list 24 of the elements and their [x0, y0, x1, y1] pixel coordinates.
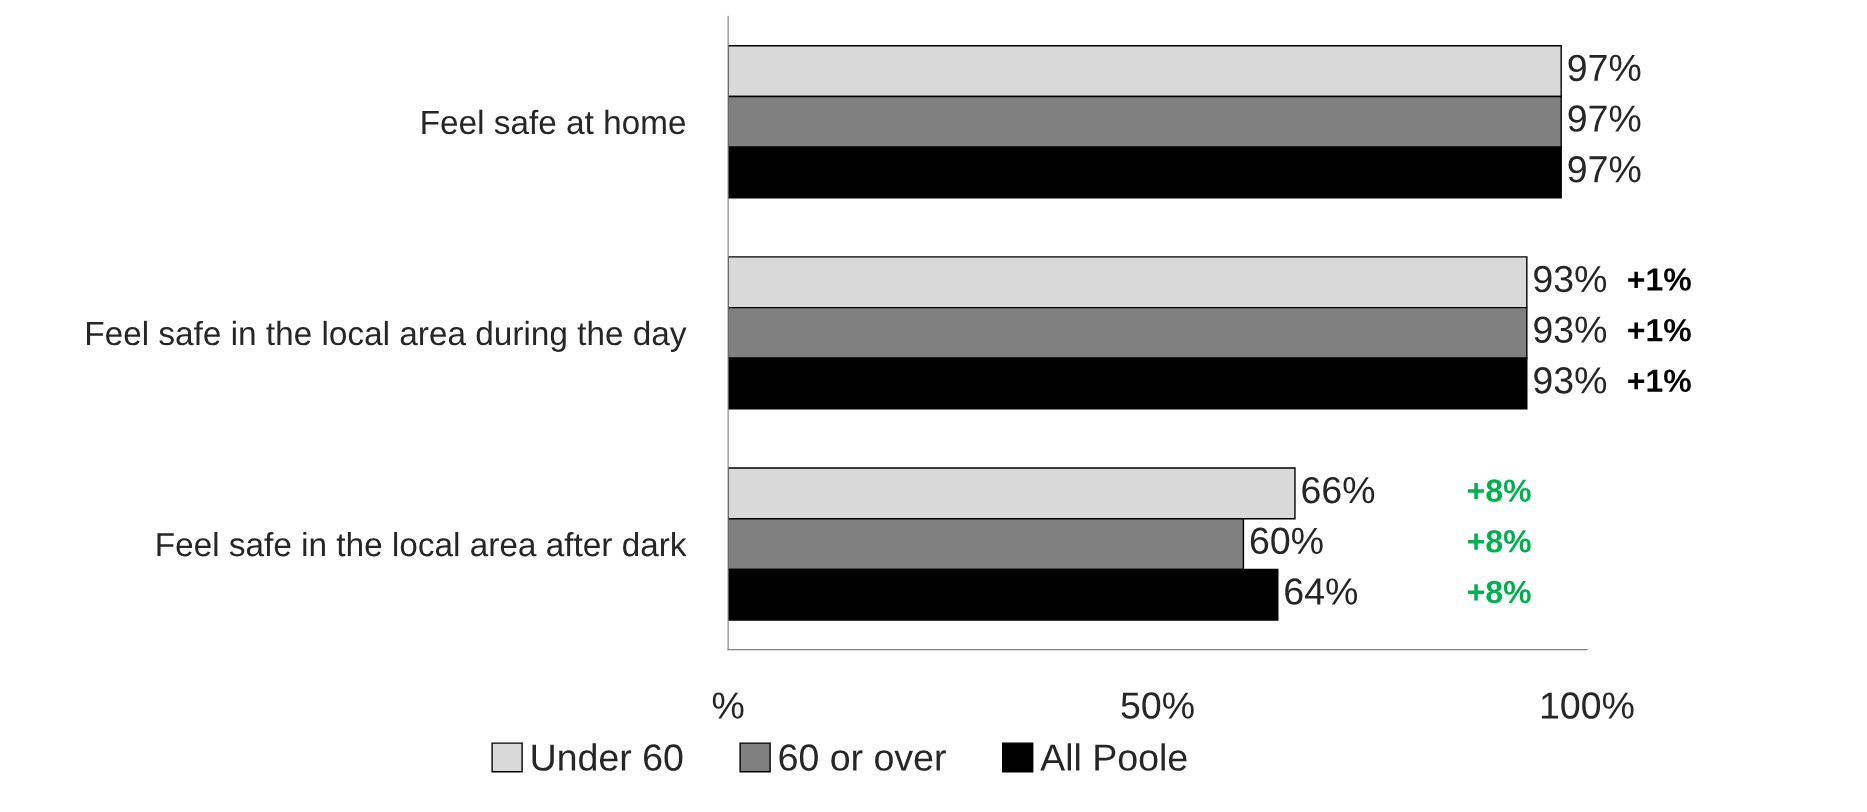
annotation: +8% [1468, 479, 1531, 502]
data-label: 97% [1568, 105, 1641, 132]
text: +1% [1628, 318, 1691, 342]
legend-label: All Poole [1040, 743, 1187, 771]
x-tick-label: 50% [1121, 692, 1194, 719]
text: +1% [1628, 268, 1691, 291]
data-label: 64% [1285, 578, 1358, 605]
y-tick-label: Feel safe in the local area after dark [157, 531, 687, 557]
legend-label: 60 or over [779, 744, 946, 771]
data-label: 66% [1302, 476, 1375, 504]
legend-label: Under 60 [532, 743, 683, 771]
data-label: 93% [1534, 367, 1607, 394]
x-tick-label: % [712, 692, 744, 719]
x-tick-label: 100% [1541, 692, 1634, 719]
text: +1% [1628, 369, 1691, 393]
data-label: 97% [1568, 155, 1641, 183]
data-label: 97% [1568, 54, 1641, 82]
data-label: 60% [1250, 527, 1323, 555]
y-tick-label: Feel safe in the local area during the day [87, 320, 687, 352]
annotation: +8% [1468, 580, 1531, 604]
data-label: 93% [1534, 265, 1607, 293]
annotation: +8% [1468, 529, 1531, 553]
data-label: 93% [1534, 316, 1607, 343]
y-tick-label: Feel safe at home [422, 109, 685, 135]
